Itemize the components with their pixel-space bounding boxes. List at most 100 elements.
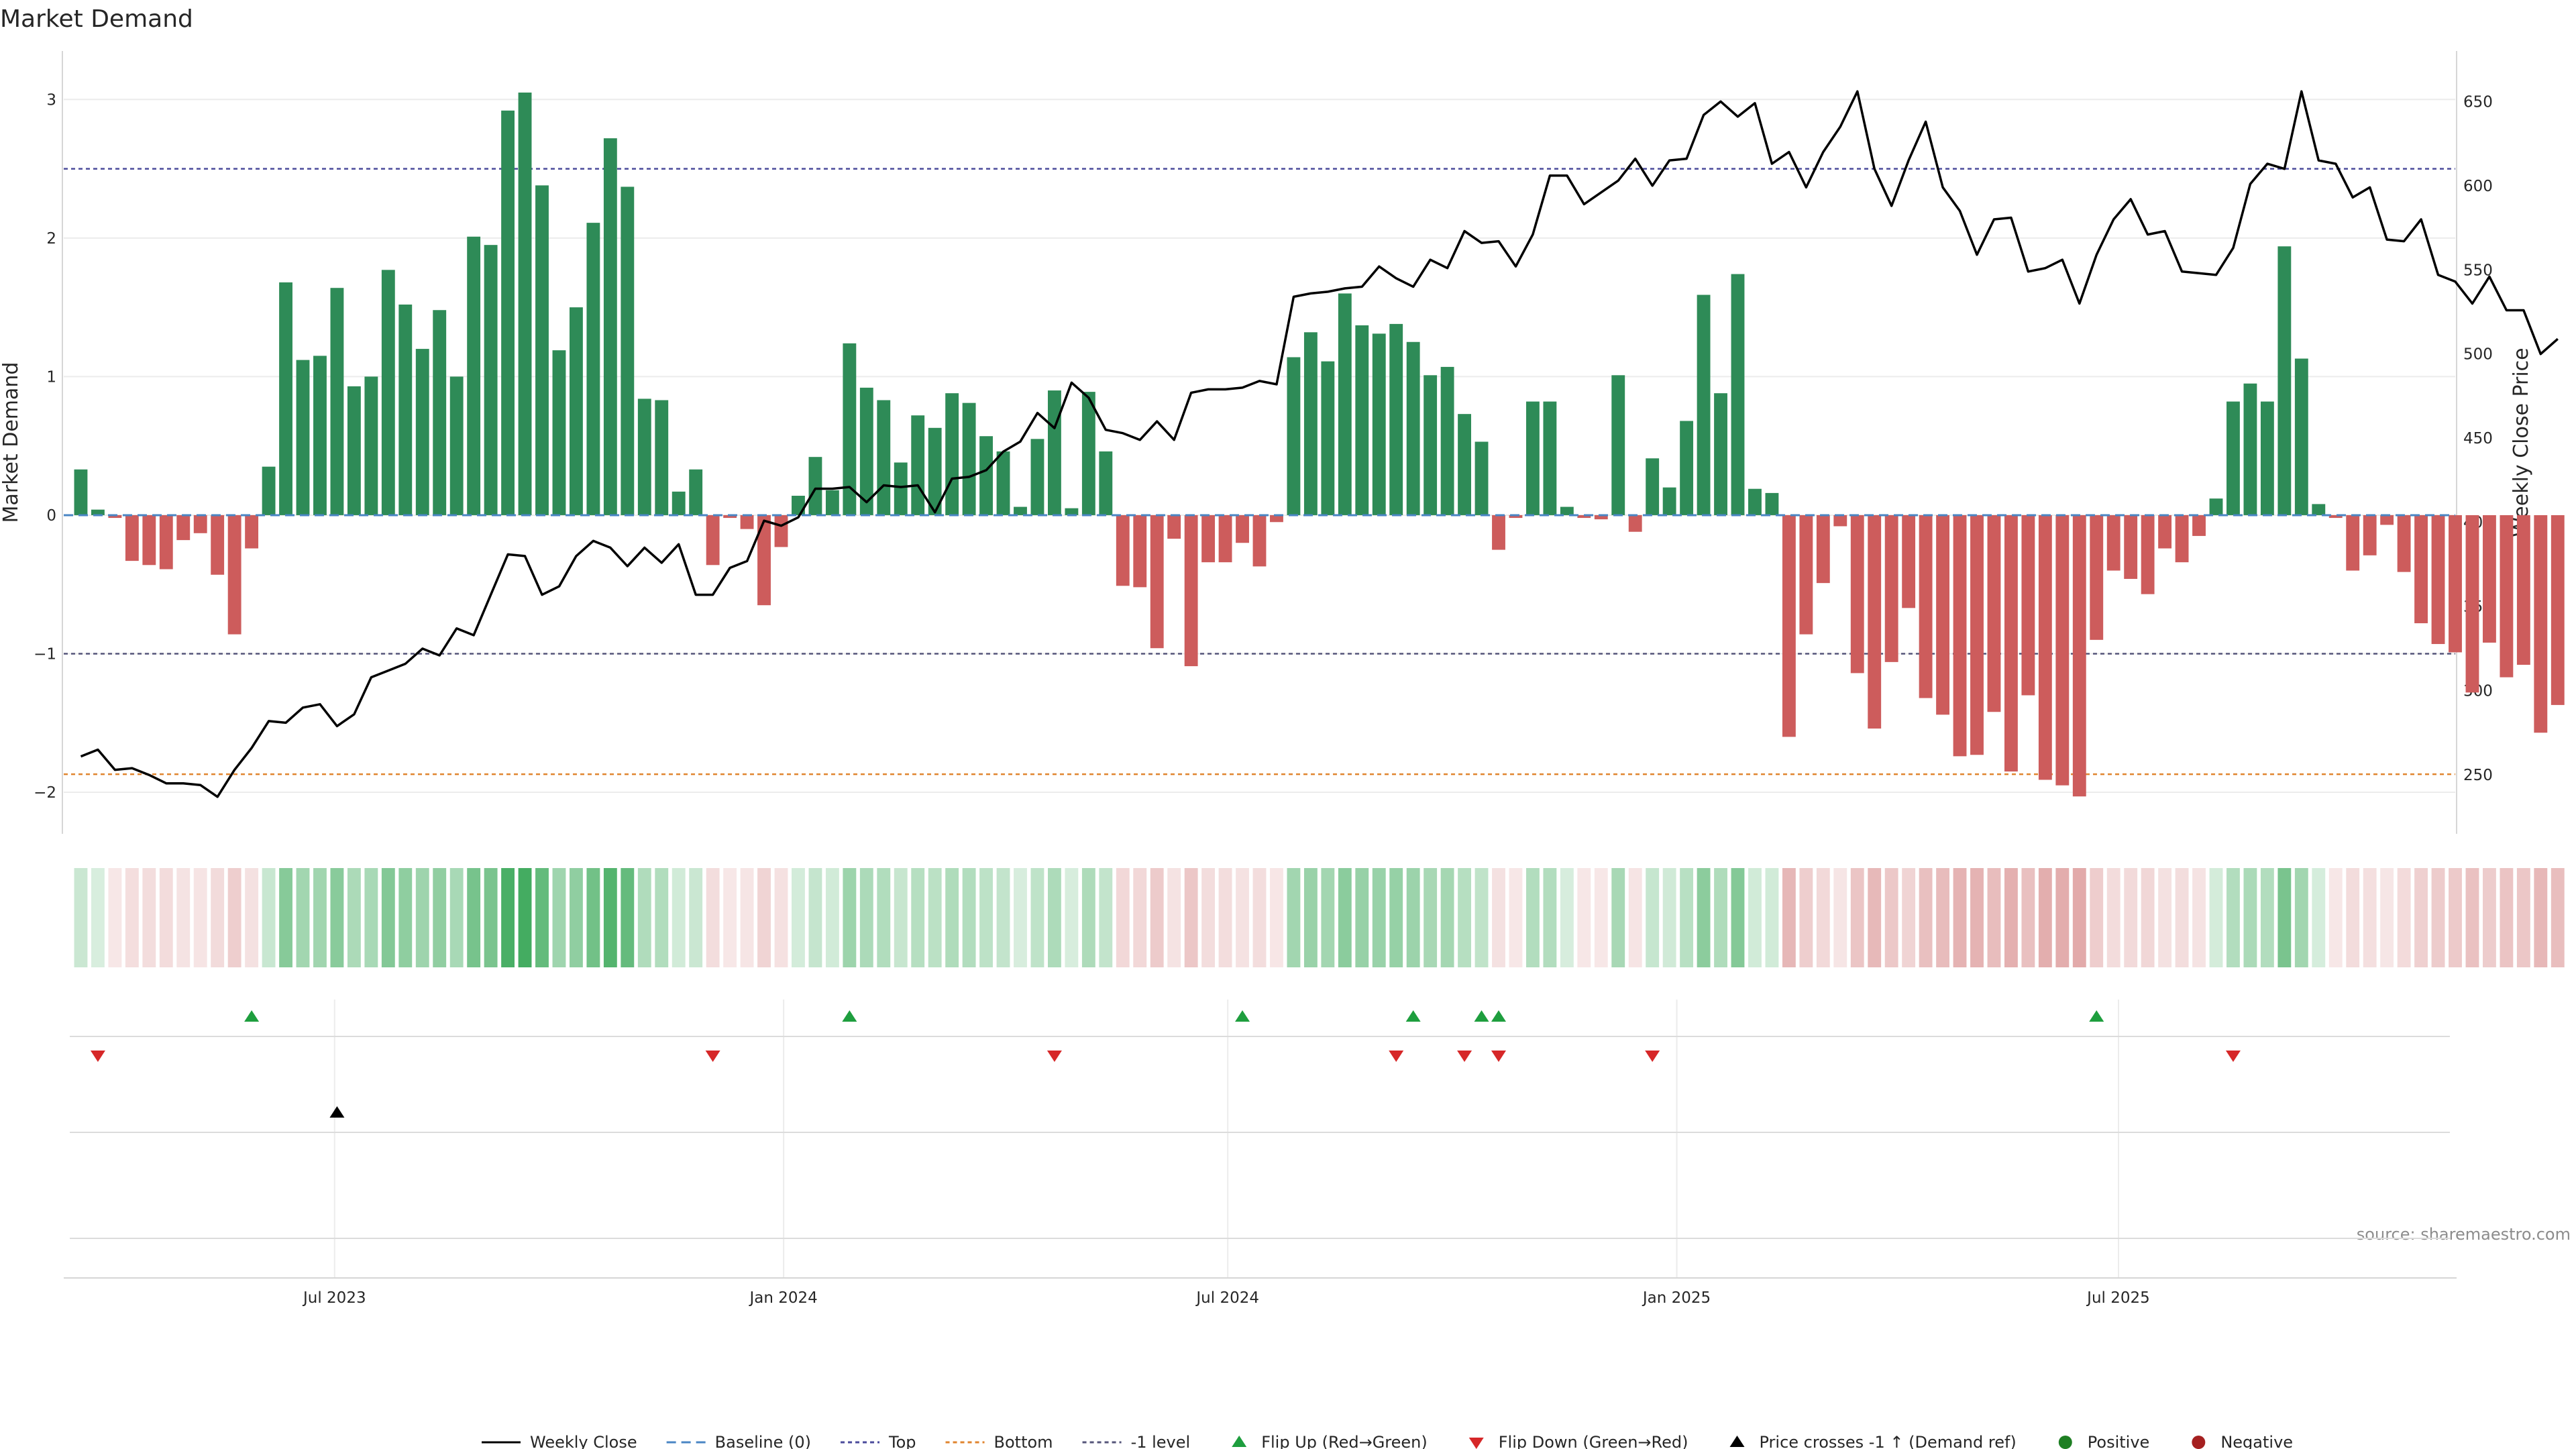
strength-cell <box>2072 868 2086 967</box>
demand-bar <box>1474 441 1489 515</box>
strength-cell <box>535 868 549 967</box>
strength-cell <box>2465 868 2479 967</box>
legend-label-negative: Negative <box>2220 1433 2293 1449</box>
strength-cell <box>962 868 976 967</box>
demand-bar <box>347 386 361 515</box>
strength-cell <box>1270 868 1283 967</box>
strength-cell <box>2192 868 2206 967</box>
strength-cell <box>2209 868 2223 967</box>
flip-down-marker <box>2225 1051 2241 1062</box>
demand-bar <box>1150 515 1164 649</box>
strength-cell <box>1697 868 1711 967</box>
flip-down-marker <box>705 1051 720 1062</box>
demand-bar <box>2038 515 2052 780</box>
demand-bar <box>1594 515 1608 520</box>
demand-bar <box>1133 515 1147 588</box>
strength-cell <box>2346 868 2360 967</box>
weekly-close-line <box>80 90 2559 798</box>
demand-bar <box>1458 414 1472 515</box>
strength-cell <box>227 868 241 967</box>
demand-bar <box>415 349 429 515</box>
flip-down-marker <box>90 1051 105 1062</box>
strength-cell <box>1662 868 1676 967</box>
strength-cell <box>569 868 583 967</box>
flip-up-marker <box>1491 1010 1506 1022</box>
strength-cell <box>2226 868 2240 967</box>
strength-cell <box>2516 868 2530 967</box>
y-tick-label-right: 500 <box>2463 346 2493 364</box>
demand-bar <box>2294 358 2308 515</box>
strength-cell <box>1577 868 1591 967</box>
strength-cell <box>1321 868 1335 967</box>
demand-bar <box>2414 515 2428 624</box>
demand-bar <box>911 415 925 515</box>
strength-cell <box>2328 868 2343 967</box>
flip-up-marker <box>2089 1010 2104 1022</box>
strength-cell <box>2260 868 2274 967</box>
demand-bar <box>1270 515 1283 523</box>
demand-bar <box>1030 439 1044 515</box>
strength-cell <box>1646 868 1660 967</box>
strength-cell <box>603 868 617 967</box>
strength-cell <box>2106 868 2121 967</box>
strength-cell <box>1236 868 1249 967</box>
strength-cell <box>467 868 481 967</box>
chart-title: Market Demand <box>0 5 193 33</box>
strength-cell <box>928 868 942 967</box>
demand-bar <box>1662 487 1676 515</box>
demand-bar <box>2055 515 2070 786</box>
strength-cell <box>108 868 122 967</box>
demand-bar <box>364 376 378 515</box>
demand-bar <box>1287 357 1301 515</box>
x-tick-label: Jul 2025 <box>2086 1289 2150 1307</box>
strength-cell <box>1594 868 1608 967</box>
strength-cell <box>1628 868 1642 967</box>
strength-cell <box>1765 868 1779 967</box>
strength-cell <box>877 868 891 967</box>
legend-label-baseline: Baseline (0) <box>715 1433 811 1449</box>
demand-bar <box>877 400 891 515</box>
demand-bar <box>1833 515 1847 527</box>
demand-bar <box>2328 515 2343 519</box>
demand-bar <box>1218 515 1232 563</box>
demand-bar <box>1714 393 1727 515</box>
demand-bar <box>1492 515 1505 550</box>
legend-label-top: Top <box>888 1433 916 1449</box>
strength-cell <box>774 868 788 967</box>
strength-cell <box>142 868 156 967</box>
demand-bar <box>2158 515 2172 549</box>
demand-bar <box>1799 515 1813 635</box>
strength-cell <box>859 868 873 967</box>
strength-cell <box>2175 868 2189 967</box>
strength-cell <box>2500 868 2514 967</box>
strength-cell <box>2380 868 2394 967</box>
demand-bar <box>1748 488 1762 515</box>
demand-bar <box>723 515 737 519</box>
flip-up-marker <box>1405 1010 1421 1022</box>
strength-cell <box>1014 868 1027 967</box>
strength-cell <box>757 868 771 967</box>
demand-bar <box>2449 515 2462 653</box>
demand-bar <box>1047 390 1061 515</box>
x-tick-label: Jan 2025 <box>1642 1289 1711 1307</box>
demand-bar <box>501 110 515 515</box>
demand-bar <box>996 451 1010 515</box>
strength-cell <box>1492 868 1505 967</box>
strength-cell <box>2312 868 2326 967</box>
demand-bar <box>672 491 686 515</box>
demand-bar <box>792 496 805 515</box>
strength-cell <box>193 868 207 967</box>
strength-cell <box>1953 868 1967 967</box>
strength-cell <box>1987 868 2001 967</box>
demand-bar <box>962 402 976 515</box>
strength-cell <box>1081 868 1095 967</box>
y-tick-label-left: 3 <box>46 91 56 109</box>
legend-negative-dot <box>2192 1436 2206 1449</box>
strength-cell <box>1116 868 1130 967</box>
demand-bar <box>1765 492 1779 515</box>
demand-bar <box>91 509 105 515</box>
demand-bar <box>2209 498 2223 515</box>
strength-cell <box>2449 868 2462 967</box>
demand-bar <box>2363 515 2377 555</box>
